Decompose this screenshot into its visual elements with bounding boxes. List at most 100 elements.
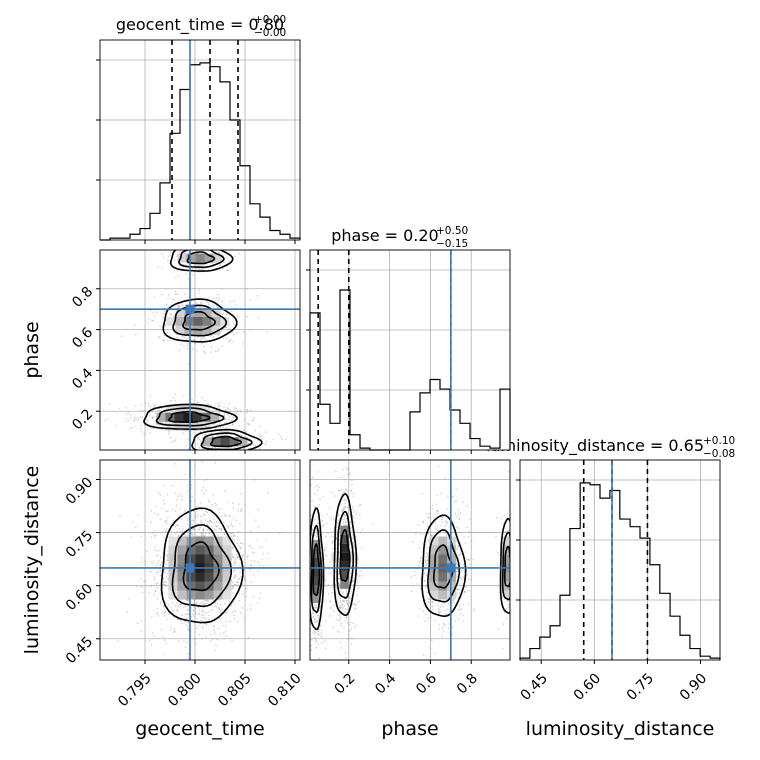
sample-point: [202, 626, 204, 629]
sample-point: [143, 580, 145, 582]
sample-point: [432, 504, 434, 507]
sample-point: [501, 517, 503, 520]
sample-point: [167, 603, 170, 606]
sample-point: [340, 622, 343, 625]
sample-point: [184, 621, 186, 623]
sample-point: [206, 523, 208, 526]
sample-point: [349, 472, 351, 474]
sample-point: [177, 269, 179, 272]
sample-point: [151, 561, 153, 563]
sample-point: [251, 419, 254, 422]
sample-point: [338, 582, 341, 585]
sample-point: [257, 560, 260, 563]
sample-point: [173, 259, 176, 262]
sample-point: [150, 536, 153, 539]
sample-point: [160, 428, 163, 431]
sample-point: [177, 618, 179, 620]
sample-point: [432, 517, 435, 519]
sample-point: [512, 553, 514, 555]
sample-point: [249, 298, 251, 301]
sample-point: [311, 639, 313, 641]
sample-point: [425, 574, 428, 577]
sample-point: [513, 596, 515, 598]
sample-point: [252, 419, 254, 422]
sample-point: [236, 621, 239, 623]
sample-point: [315, 640, 317, 643]
sample-point: [346, 622, 349, 624]
sample-point: [470, 578, 472, 581]
sample-point: [220, 529, 223, 531]
sample-point: [215, 451, 217, 453]
sample-point: [454, 513, 457, 515]
sample-point: [419, 587, 422, 590]
sample-point: [174, 276, 177, 279]
sample-point: [511, 575, 513, 577]
sample-point: [502, 623, 505, 625]
sample-point: [226, 269, 228, 272]
sample-point: [114, 424, 117, 427]
sample-point: [424, 585, 427, 588]
sample-point: [180, 620, 182, 622]
sample-point: [221, 608, 224, 611]
sample-point: [176, 255, 178, 257]
density-cell: [503, 536, 510, 546]
sample-point: [312, 615, 314, 618]
sample-point: [170, 533, 172, 536]
sample-point: [191, 523, 193, 525]
sample-point: [166, 554, 169, 557]
sample-point: [348, 637, 351, 640]
sample-point: [199, 613, 201, 616]
density-cell: [183, 412, 193, 422]
sample-point: [423, 604, 425, 606]
sample-point: [163, 503, 166, 505]
sample-point: [356, 584, 359, 587]
ytick-label-luminosity_distance: 0.75: [63, 528, 96, 561]
sample-point: [238, 424, 240, 427]
sample-point: [333, 495, 336, 497]
sample-point: [213, 522, 216, 524]
sample-point: [151, 691, 153, 693]
sample-point: [248, 453, 250, 455]
sample-point: [512, 559, 514, 561]
sample-point: [243, 448, 245, 450]
sample-point: [169, 625, 172, 628]
sample-point: [438, 611, 441, 614]
sample-point: [353, 522, 356, 524]
sample-point: [261, 558, 264, 560]
sample-point: [201, 489, 203, 492]
sample-point: [350, 489, 352, 492]
sample-point: [278, 433, 280, 436]
density-cell: [311, 567, 321, 576]
sample-point: [346, 637, 349, 640]
sample-point: [246, 556, 249, 558]
sample-point: [233, 324, 236, 327]
sample-point: [229, 601, 231, 603]
sample-point: [197, 624, 200, 627]
sample-point: [195, 306, 197, 308]
sample-point: [427, 516, 430, 519]
sample-point: [200, 532, 203, 535]
sample-point: [325, 522, 328, 525]
sample-point: [504, 531, 507, 533]
sample-point: [209, 640, 212, 642]
sample-point: [456, 516, 458, 518]
sample-point: [205, 602, 208, 605]
sample-point: [232, 322, 235, 325]
sample-point: [452, 600, 455, 602]
sample-point: [205, 510, 207, 512]
sample-point: [337, 522, 339, 524]
sample-point: [341, 603, 344, 606]
sample-point: [183, 345, 185, 348]
sample-point: [185, 623, 187, 626]
density-cell: [429, 581, 439, 591]
hist-panel-luminosity_distance: [516, 459, 721, 664]
sample-point: [457, 513, 459, 516]
sample-point: [331, 540, 334, 543]
sample-point: [187, 517, 190, 519]
sample-point: [200, 458, 202, 460]
density-cell: [222, 554, 232, 564]
sample-point: [225, 313, 228, 316]
sample-point: [231, 331, 234, 333]
sample-point: [353, 603, 356, 605]
density-cell: [447, 545, 457, 555]
